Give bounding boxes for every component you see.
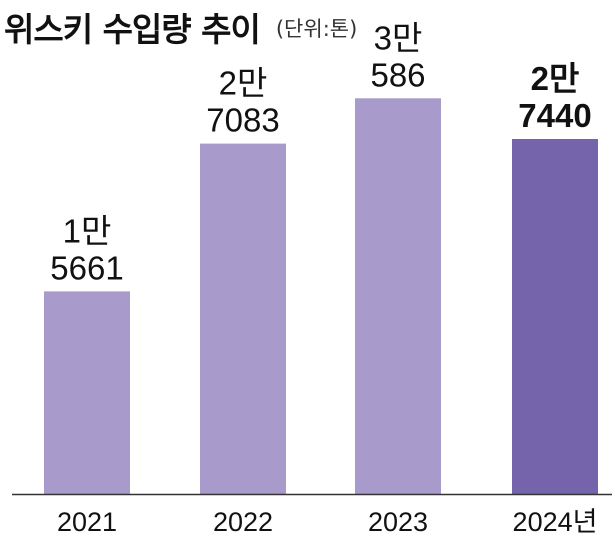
bar-2021	[44, 291, 130, 494]
value-label-2022-line1: 2만	[219, 65, 268, 102]
bar-2022	[200, 143, 286, 494]
title-row: 위스키 수입량 추이 (단위:톤)	[4, 2, 357, 52]
x-tick-2024년: 2024년	[513, 507, 598, 537]
value-label-2024년-line1: 2만	[531, 60, 580, 97]
value-label-2024년-line2: 7440	[518, 97, 591, 134]
x-tick-2023: 2023	[368, 507, 428, 537]
value-label-2023-line2: 586	[370, 56, 425, 93]
value-label-2022-line2: 7083	[206, 102, 279, 139]
value-label-2021-line1: 1만	[63, 212, 112, 249]
x-tick-2022: 2022	[213, 507, 273, 537]
bar-2024년	[512, 138, 598, 494]
x-tick-2021: 2021	[57, 507, 117, 537]
chart-title: 위스키 수입량 추이	[4, 10, 261, 49]
bar-2023	[355, 98, 441, 494]
value-label-2023-line1: 3만	[374, 19, 423, 56]
value-label-2021-line2: 5661	[50, 249, 123, 286]
unit-label: (단위:톤)	[275, 17, 358, 41]
